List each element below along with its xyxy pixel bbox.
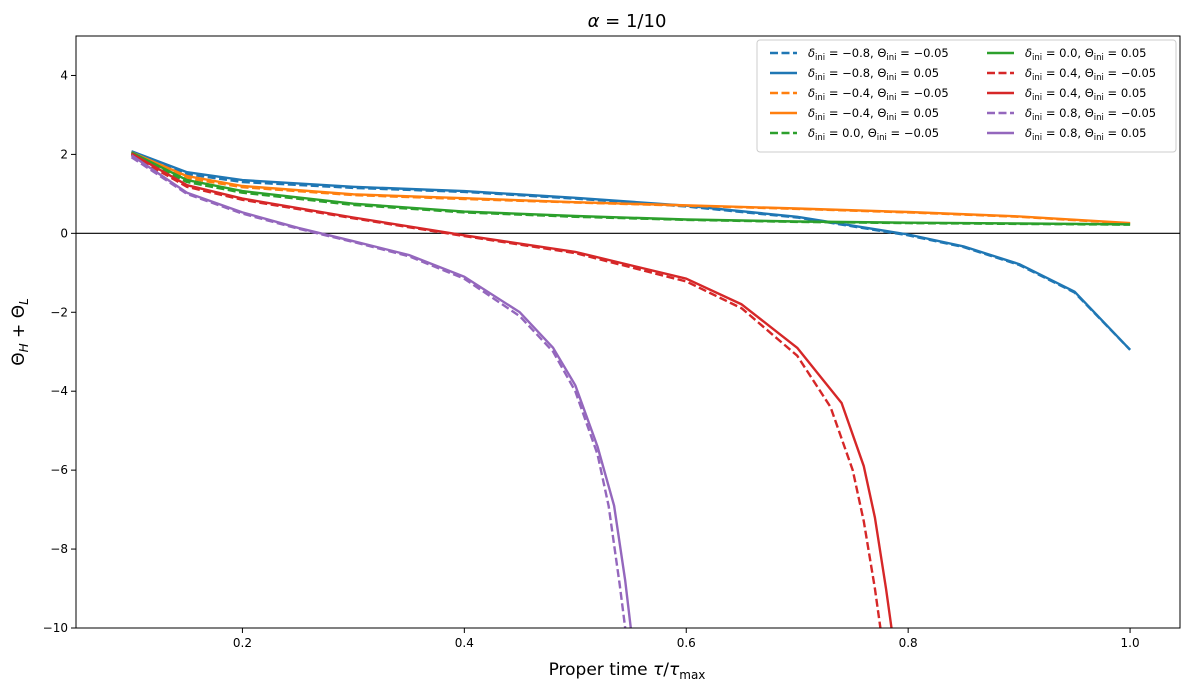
y-tick-label: −6 (50, 463, 68, 477)
legend-entry: δini = −0.4, Θini = −0.05 (808, 86, 949, 103)
series-line-6 (130, 151, 1131, 226)
y-tick-label: −4 (50, 384, 68, 398)
x-tick-label: 0.2 (233, 636, 252, 650)
legend-entry: δini = 0.0, Θini = −0.05 (808, 126, 939, 143)
chart-title: α = 1/10 (588, 11, 667, 32)
x-axis-label: Proper time τ/τmax (549, 660, 706, 682)
x-tick-label: 1.0 (1121, 636, 1140, 650)
series-line-7 (130, 154, 882, 628)
legend-entry: δini = 0.8, Θini = −0.05 (1025, 106, 1156, 123)
plot-area: 0.2 0.4 0.6 0.8 1.0 −10 −8 −6 −4 −2 0 2 4 (43, 35, 1181, 650)
legend-entry: δini = −0.8, Θini = −0.05 (808, 46, 949, 63)
series-line-4 (131, 151, 1131, 225)
y-axis-label: ΘH + ΘL (9, 298, 31, 366)
y-tick-label: −8 (50, 542, 68, 556)
legend-box (756, 39, 1177, 153)
legend: δini = −0.8, Θini = −0.05 δini = −0.8, Θi… (756, 39, 1177, 153)
axes-frame (75, 35, 1181, 629)
x-tick-label: 0.6 (677, 636, 696, 650)
legend-entry: δini = −0.4, Θini = 0.05 (808, 106, 939, 123)
series-line-9 (130, 156, 627, 628)
legend-entry: δini = 0.4, Θini = −0.05 (1025, 66, 1156, 83)
x-tick-label: 0.4 (455, 636, 474, 650)
legend-entry: δini = 0.8, Θini = 0.05 (1025, 126, 1146, 143)
y-tick-label: 2 (60, 147, 68, 161)
y-tick-label: 0 (60, 226, 68, 240)
x-tick-label: 0.8 (899, 636, 918, 650)
y-tick-label: −2 (50, 305, 68, 319)
legend-entry: δini = −0.8, Θini = 0.05 (808, 66, 939, 83)
series-line-2 (131, 150, 1131, 351)
series-line-10 (130, 154, 632, 628)
series-line-8 (130, 152, 893, 628)
legend-entry: δini = 0.4, Θini = 0.05 (1025, 86, 1146, 103)
y-tick-label: −10 (43, 621, 68, 635)
legend-entry: δini = 0.0, Θini = 0.05 (1025, 46, 1146, 63)
y-tick-label: 4 (60, 68, 68, 82)
